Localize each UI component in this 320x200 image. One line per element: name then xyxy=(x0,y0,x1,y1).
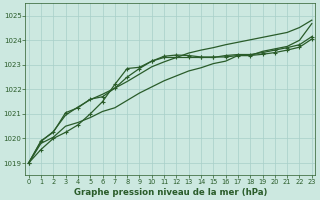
X-axis label: Graphe pression niveau de la mer (hPa): Graphe pression niveau de la mer (hPa) xyxy=(74,188,267,197)
